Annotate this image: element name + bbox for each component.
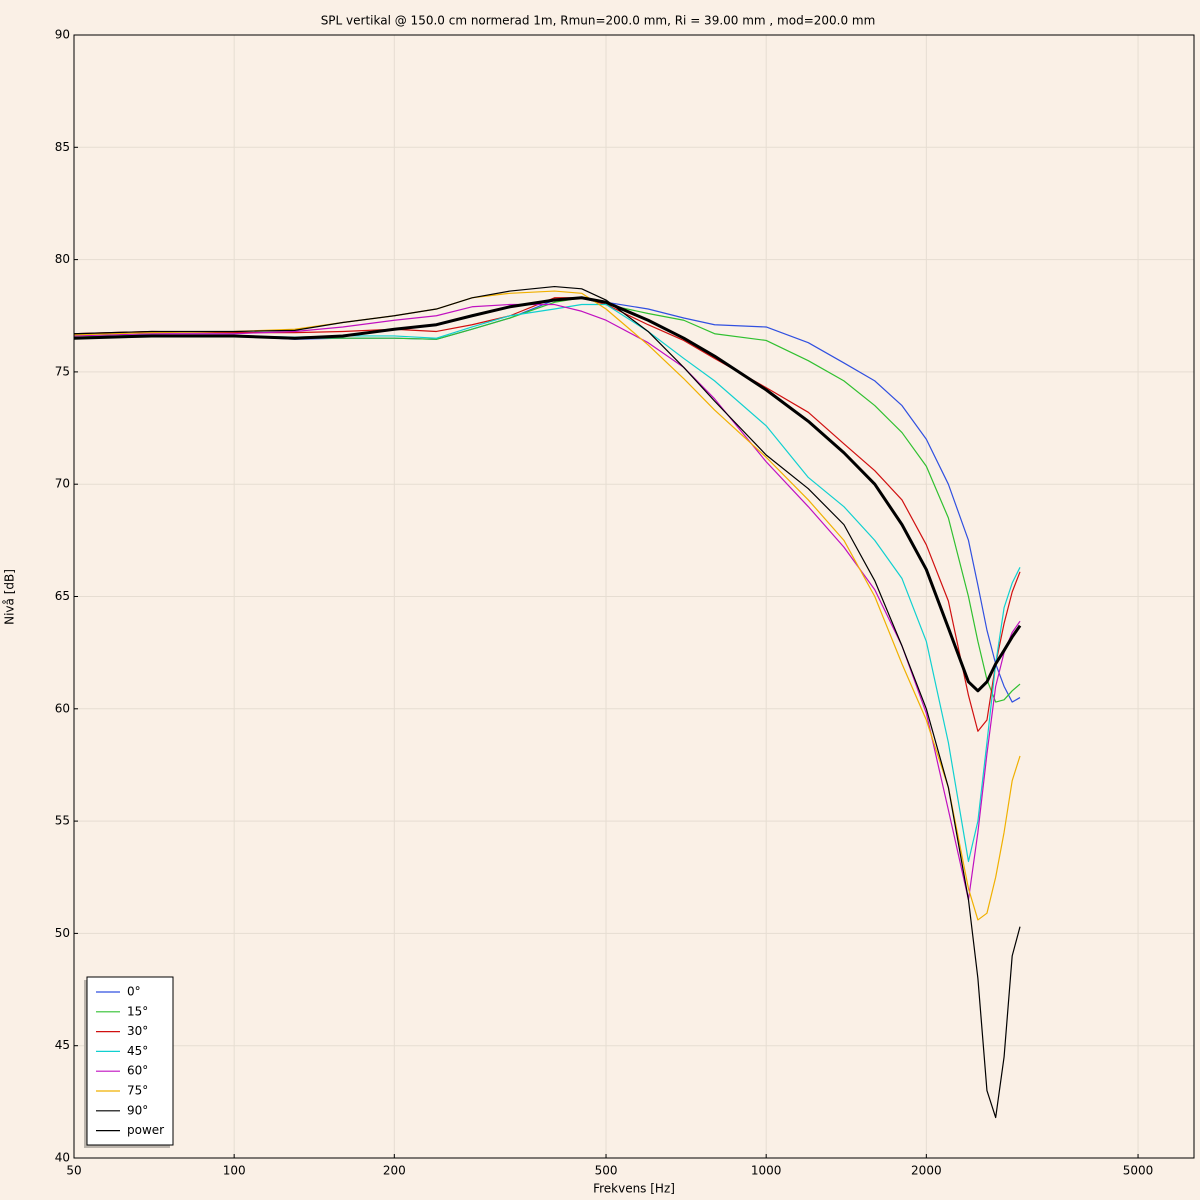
legend-label: 90° <box>127 1103 148 1117</box>
x-tick-label: 1000 <box>751 1164 782 1178</box>
y-tick-label: 55 <box>55 814 70 828</box>
x-axis-label: Frekvens [Hz] <box>593 1182 675 1196</box>
series-line <box>73 285 1021 1119</box>
legend-label: 0° <box>127 985 141 999</box>
ticks: 40 45 50 55 60 65 70 75 80 85 90 50 100 200 500 1000 200… <box>55 28 1154 1178</box>
series-line <box>73 297 1021 703</box>
lines <box>73 285 1022 1119</box>
x-tick-label: 2000 <box>911 1164 942 1178</box>
legend-label: 30° <box>127 1024 148 1038</box>
x-tick-label: 5000 <box>1123 1164 1154 1178</box>
x-tick-label: 100 <box>223 1164 246 1178</box>
y-tick-label: 40 <box>55 1151 70 1165</box>
legend-label: power <box>127 1123 164 1137</box>
series-line <box>73 303 1021 901</box>
legend-box <box>86 976 174 1146</box>
x-tick-label: 200 <box>383 1164 406 1178</box>
legend-label: 15° <box>127 1004 148 1018</box>
x-tick-label: 50 <box>66 1164 81 1178</box>
y-tick-label: 90 <box>55 28 70 42</box>
y-tick-label: 85 <box>55 140 70 154</box>
y-tick-label: 50 <box>55 926 70 940</box>
legend-label: 75° <box>127 1084 148 1098</box>
legend-label: 45° <box>127 1044 148 1058</box>
x-tick-label: 500 <box>595 1164 618 1178</box>
y-tick-label: 75 <box>55 364 70 378</box>
y-tick-label: 65 <box>55 589 70 603</box>
y-tick-label: 70 <box>55 477 70 491</box>
legend-label: 60° <box>127 1064 148 1078</box>
series-line <box>73 303 1021 863</box>
y-tick-label: 45 <box>55 1038 70 1052</box>
y-tick-label: 60 <box>55 701 70 715</box>
series-line <box>73 296 1022 693</box>
chart-title: SPL vertikal @ 150.0 cm normerad 1m, Rmu… <box>321 14 876 28</box>
legend: 0° 15° 30° 45° 60° 75° 90° power <box>84 976 174 1148</box>
y-tick-label: 80 <box>55 252 70 266</box>
y-axis-label: Nivå [dB] <box>3 569 17 625</box>
